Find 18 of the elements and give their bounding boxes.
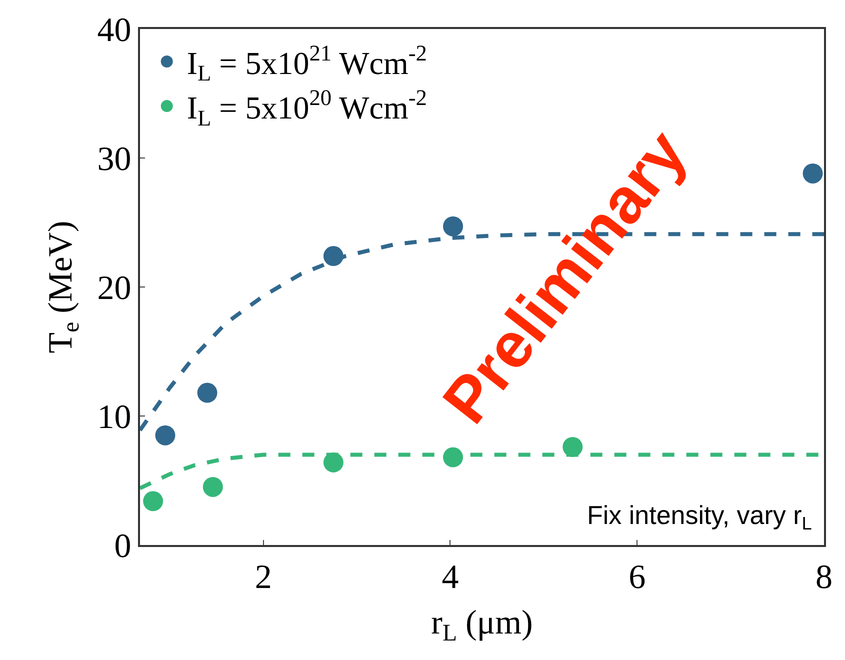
- annotation: Fix intensity, vary r$_{L}$: [587, 500, 812, 534]
- point: [155, 425, 176, 446]
- x-tick-label: 6: [628, 558, 646, 596]
- y-tick-label: 30: [97, 140, 132, 178]
- point: [202, 476, 223, 497]
- y-tick-label: 10: [97, 398, 132, 436]
- y-tick-label: 40: [97, 12, 132, 49]
- legend-label: I$_{L}$ = 5x10$^{20}$ Wcm$^{-2}$: [186, 85, 427, 130]
- x-axis-title: r$_{L}$ (μm): [431, 604, 533, 647]
- x-tick-label: 8: [816, 558, 832, 596]
- point: [197, 382, 218, 403]
- y-tick-label: 0: [114, 528, 132, 565]
- point: [802, 163, 823, 184]
- x-tick-label: 2: [254, 558, 272, 596]
- x-tick-label: 4: [442, 558, 459, 596]
- y-tick-label: 20: [97, 270, 132, 307]
- point: [143, 491, 164, 512]
- legend-label: I$_{L}$ = 5x10$^{21}$ Wcm$^{-2}$: [186, 40, 427, 86]
